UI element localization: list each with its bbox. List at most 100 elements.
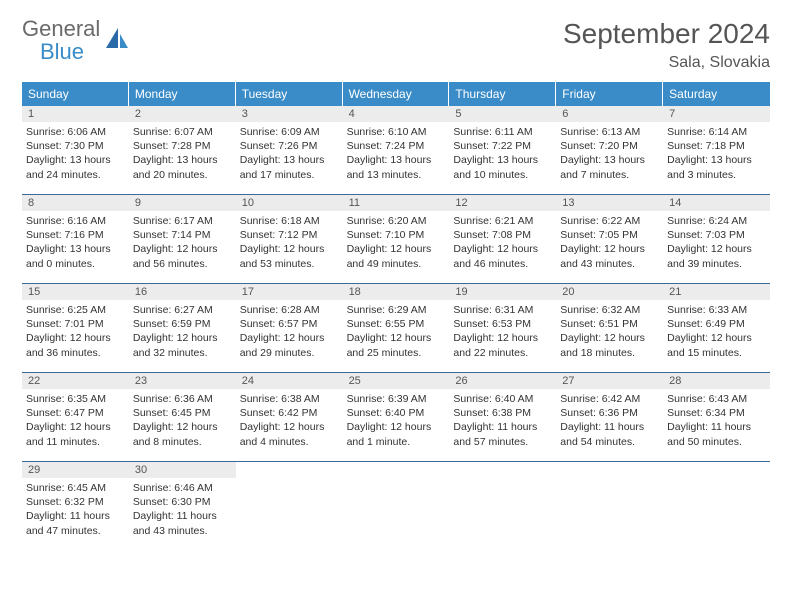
dayhead-thursday: Thursday <box>449 82 556 106</box>
daylight-line: and 25 minutes. <box>347 346 446 360</box>
sunrise-line: Sunrise: 6:39 AM <box>347 392 446 406</box>
day-cell: 25Sunrise: 6:39 AMSunset: 6:40 PMDayligh… <box>343 373 450 461</box>
day-number: 4 <box>349 108 444 120</box>
day-number: 13 <box>562 197 657 209</box>
daylight-line: Daylight: 13 hours <box>240 153 339 167</box>
daylight-line: Daylight: 12 hours <box>560 331 659 345</box>
day-header-row: Sunday Monday Tuesday Wednesday Thursday… <box>22 82 770 106</box>
day-cell: 24Sunrise: 6:38 AMSunset: 6:42 PMDayligh… <box>236 373 343 461</box>
day-cell: 26Sunrise: 6:40 AMSunset: 6:38 PMDayligh… <box>449 373 556 461</box>
daylight-line: and 53 minutes. <box>240 257 339 271</box>
day-cell: 4Sunrise: 6:10 AMSunset: 7:24 PMDaylight… <box>343 106 450 194</box>
daynum-bg: 11 <box>343 195 450 211</box>
empty-cell <box>663 462 770 550</box>
dayhead-monday: Monday <box>129 82 236 106</box>
empty-cell <box>449 462 556 550</box>
empty-cell <box>236 462 343 550</box>
logo-word1: General <box>22 16 100 41</box>
daylight-line: and 47 minutes. <box>26 524 125 538</box>
daynum-bg: 15 <box>22 284 129 300</box>
week-row: 22Sunrise: 6:35 AMSunset: 6:47 PMDayligh… <box>22 373 770 462</box>
daylight-line: and 43 minutes. <box>133 524 232 538</box>
daylight-line: and 10 minutes. <box>453 168 552 182</box>
daylight-line: and 54 minutes. <box>560 435 659 449</box>
day-number: 18 <box>349 286 444 298</box>
daynum-bg: 14 <box>663 195 770 211</box>
sunrise-line: Sunrise: 6:06 AM <box>26 125 125 139</box>
daylight-line: and 1 minute. <box>347 435 446 449</box>
day-number: 7 <box>669 108 764 120</box>
sunrise-line: Sunrise: 6:21 AM <box>453 214 552 228</box>
day-cell: 29Sunrise: 6:45 AMSunset: 6:32 PMDayligh… <box>22 462 129 550</box>
day-number: 2 <box>135 108 230 120</box>
sunrise-line: Sunrise: 6:38 AM <box>240 392 339 406</box>
daylight-line: Daylight: 13 hours <box>667 153 766 167</box>
day-cell: 5Sunrise: 6:11 AMSunset: 7:22 PMDaylight… <box>449 106 556 194</box>
sunrise-line: Sunrise: 6:18 AM <box>240 214 339 228</box>
sunset-line: Sunset: 7:20 PM <box>560 139 659 153</box>
day-number: 17 <box>242 286 337 298</box>
day-number: 27 <box>562 375 657 387</box>
daylight-line: and 49 minutes. <box>347 257 446 271</box>
daylight-line: Daylight: 12 hours <box>347 420 446 434</box>
sunrise-line: Sunrise: 6:16 AM <box>26 214 125 228</box>
daylight-line: and 8 minutes. <box>133 435 232 449</box>
day-number: 24 <box>242 375 337 387</box>
daylight-line: and 24 minutes. <box>26 168 125 182</box>
day-number: 3 <box>242 108 337 120</box>
calendar-grid: Sunday Monday Tuesday Wednesday Thursday… <box>22 82 770 550</box>
logo-text-block: General Blue <box>22 18 100 64</box>
daylight-line: Daylight: 12 hours <box>133 331 232 345</box>
daylight-line: Daylight: 12 hours <box>453 242 552 256</box>
day-cell: 30Sunrise: 6:46 AMSunset: 6:30 PMDayligh… <box>129 462 236 550</box>
daylight-line: and 0 minutes. <box>26 257 125 271</box>
sunset-line: Sunset: 6:42 PM <box>240 406 339 420</box>
daynum-bg: 12 <box>449 195 556 211</box>
sunrise-line: Sunrise: 6:45 AM <box>26 481 125 495</box>
daynum-bg: 16 <box>129 284 236 300</box>
sunset-line: Sunset: 7:26 PM <box>240 139 339 153</box>
daynum-bg: 5 <box>449 106 556 122</box>
daylight-line: and 17 minutes. <box>240 168 339 182</box>
daynum-bg: 22 <box>22 373 129 389</box>
daylight-line: Daylight: 11 hours <box>26 509 125 523</box>
day-number: 14 <box>669 197 764 209</box>
sunrise-line: Sunrise: 6:17 AM <box>133 214 232 228</box>
day-cell: 22Sunrise: 6:35 AMSunset: 6:47 PMDayligh… <box>22 373 129 461</box>
day-cell: 13Sunrise: 6:22 AMSunset: 7:05 PMDayligh… <box>556 195 663 283</box>
sunset-line: Sunset: 7:05 PM <box>560 228 659 242</box>
day-number: 6 <box>562 108 657 120</box>
day-cell: 17Sunrise: 6:28 AMSunset: 6:57 PMDayligh… <box>236 284 343 372</box>
daylight-line: and 22 minutes. <box>453 346 552 360</box>
day-number: 12 <box>455 197 550 209</box>
daylight-line: and 7 minutes. <box>560 168 659 182</box>
daylight-line: and 43 minutes. <box>560 257 659 271</box>
day-cell: 21Sunrise: 6:33 AMSunset: 6:49 PMDayligh… <box>663 284 770 372</box>
sunrise-line: Sunrise: 6:13 AM <box>560 125 659 139</box>
daynum-bg: 6 <box>556 106 663 122</box>
daynum-bg: 10 <box>236 195 343 211</box>
daynum-bg: 1 <box>22 106 129 122</box>
sunset-line: Sunset: 7:12 PM <box>240 228 339 242</box>
day-cell: 16Sunrise: 6:27 AMSunset: 6:59 PMDayligh… <box>129 284 236 372</box>
sunset-line: Sunset: 6:34 PM <box>667 406 766 420</box>
dayhead-tuesday: Tuesday <box>236 82 343 106</box>
day-cell: 12Sunrise: 6:21 AMSunset: 7:08 PMDayligh… <box>449 195 556 283</box>
sunrise-line: Sunrise: 6:27 AM <box>133 303 232 317</box>
sunset-line: Sunset: 7:03 PM <box>667 228 766 242</box>
day-cell: 10Sunrise: 6:18 AMSunset: 7:12 PMDayligh… <box>236 195 343 283</box>
dayhead-friday: Friday <box>556 82 663 106</box>
day-number: 26 <box>455 375 550 387</box>
daynum-bg: 17 <box>236 284 343 300</box>
daynum-bg: 23 <box>129 373 236 389</box>
day-cell: 6Sunrise: 6:13 AMSunset: 7:20 PMDaylight… <box>556 106 663 194</box>
sunset-line: Sunset: 7:28 PM <box>133 139 232 153</box>
sunrise-line: Sunrise: 6:10 AM <box>347 125 446 139</box>
day-number: 10 <box>242 197 337 209</box>
daynum-bg: 28 <box>663 373 770 389</box>
sunrise-line: Sunrise: 6:24 AM <box>667 214 766 228</box>
week-row: 8Sunrise: 6:16 AMSunset: 7:16 PMDaylight… <box>22 195 770 284</box>
week-row: 15Sunrise: 6:25 AMSunset: 7:01 PMDayligh… <box>22 284 770 373</box>
sunrise-line: Sunrise: 6:07 AM <box>133 125 232 139</box>
day-cell: 18Sunrise: 6:29 AMSunset: 6:55 PMDayligh… <box>343 284 450 372</box>
